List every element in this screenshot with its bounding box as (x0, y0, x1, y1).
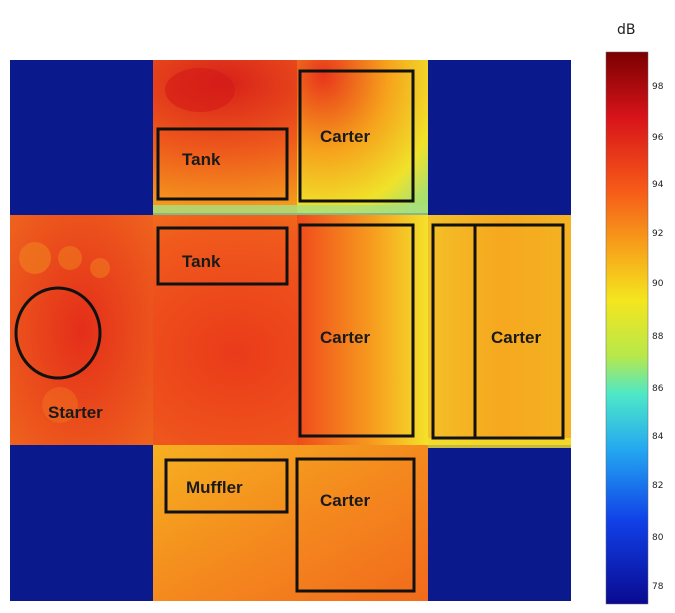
colorbar-tick: 78 (652, 582, 664, 592)
tank-top-label: Tank (182, 150, 221, 169)
colorbar-tick: 90 (652, 279, 664, 289)
carter-center-label: Carter (320, 328, 371, 347)
colorbar-tick: 96 (652, 133, 664, 143)
muffler-outline (164, 458, 289, 514)
colorbar-tick: 94 (652, 180, 664, 190)
tank-middle-label: Tank (182, 252, 221, 271)
colorbar-unit-label: dB (617, 22, 636, 38)
carter-top-outline (298, 69, 415, 203)
carter-bottom-label: Carter (320, 491, 371, 510)
colorbar-tick: 82 (652, 481, 664, 491)
top-right-panel (297, 60, 428, 213)
colorbar-tick: 84 (652, 432, 664, 442)
tank-top-outline (156, 127, 289, 201)
tank-middle-outline (156, 226, 289, 286)
colorbar-tick: 86 (652, 384, 664, 394)
starter-outline (14, 286, 102, 380)
right-panel (428, 215, 571, 445)
carter-center-outline (298, 223, 415, 438)
center-carter-area (297, 215, 428, 445)
carter-right-outline (431, 223, 565, 440)
carter-bottom-outline (295, 457, 416, 593)
carter-top-label: Carter (320, 127, 371, 146)
colorbar-tick: 80 (652, 533, 664, 543)
colorbar-tick: 98 (652, 82, 664, 92)
starter-label: Starter (48, 403, 103, 422)
colorbar-tick: 92 (652, 229, 664, 239)
colorbar-tick: 88 (652, 332, 664, 342)
carter-right-label: Carter (491, 328, 542, 347)
bottom-panel (153, 445, 428, 601)
colorbar (606, 52, 648, 604)
muffler-label: Muffler (186, 478, 243, 497)
